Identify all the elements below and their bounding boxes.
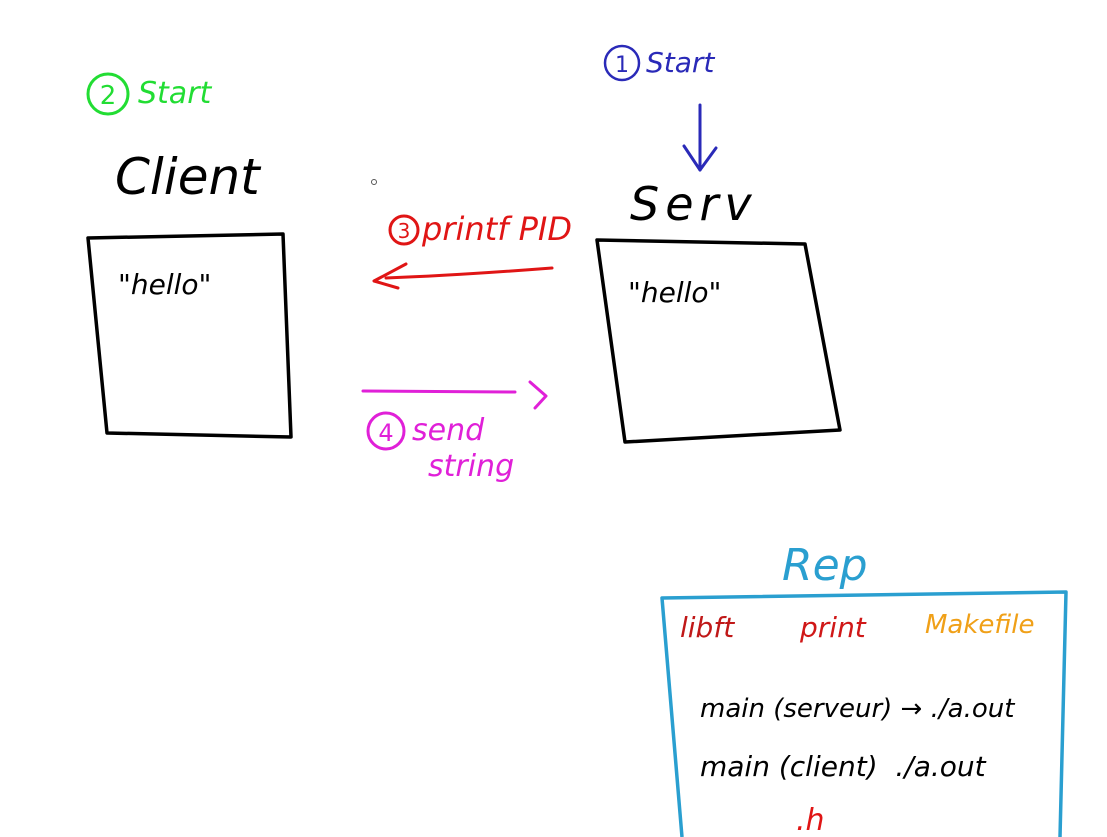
- server-step-circle: [603, 44, 641, 82]
- repo-header-ext: .h: [796, 803, 825, 837]
- printf-pid-label: printf PID: [421, 210, 572, 248]
- server-title: Serv: [630, 177, 758, 231]
- server-step-label: Start: [646, 46, 715, 79]
- repo-libft: libft: [680, 611, 735, 644]
- client-box-text: "hello": [118, 268, 211, 301]
- send-step-circle: [366, 411, 406, 451]
- server-step-number: 1: [615, 53, 629, 78]
- repo-main-client: main (client) ./a.out: [700, 750, 987, 783]
- printf-step-circle: [388, 214, 420, 246]
- stray-dot: [371, 179, 377, 185]
- client-window-box: [86, 232, 293, 439]
- repo-main-server: main (serveur) → ./a.out: [700, 694, 1015, 724]
- client-step-label: Start: [138, 76, 213, 111]
- printf-pid-arrow: [372, 262, 554, 290]
- client-title: Client: [115, 148, 262, 206]
- client-step-circle: [86, 72, 130, 116]
- repo-print: print: [799, 611, 867, 644]
- server-start-step: 1 Start: [603, 44, 715, 82]
- send-string-step: 4 send string: [366, 411, 514, 484]
- client-start-step: 2 Start: [86, 72, 213, 116]
- server-box-text: "hello": [628, 276, 721, 309]
- repo-makefile: Makefile: [925, 610, 1034, 640]
- printf-step-number: 3: [398, 219, 411, 243]
- send-string-label-line1: send: [412, 413, 485, 448]
- repo-title: Rep: [782, 540, 868, 591]
- send-string-arrow: [361, 380, 548, 410]
- send-string-label-line2: string: [428, 449, 514, 484]
- send-step-number: 4: [378, 419, 393, 447]
- server-start-arrow: [682, 103, 718, 172]
- client-step-number: 2: [100, 81, 117, 111]
- printf-pid-step: 3 printf PID: [388, 210, 572, 248]
- server-window-box: [595, 238, 842, 444]
- repo-box: [660, 590, 1068, 837]
